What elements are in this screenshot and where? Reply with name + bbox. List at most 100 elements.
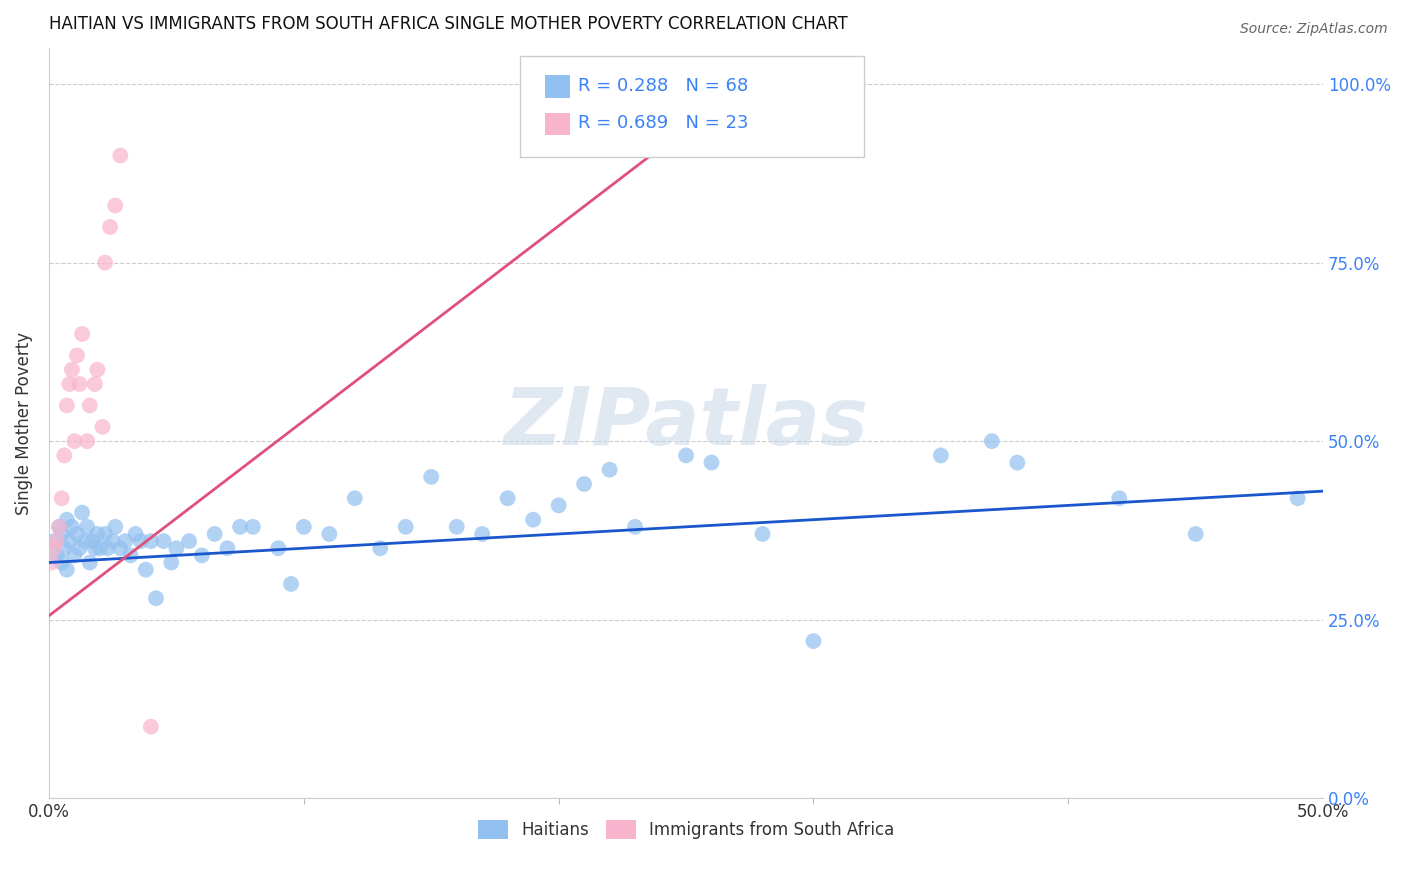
Point: [292, 520, 315, 534]
Point: [152, 534, 174, 549]
FancyBboxPatch shape: [544, 76, 569, 98]
Point: [94, 527, 117, 541]
Point: [368, 541, 391, 556]
Point: [572, 477, 595, 491]
Point: [53, 449, 76, 463]
Point: [101, 534, 124, 549]
Point: [204, 527, 226, 541]
FancyBboxPatch shape: [544, 113, 569, 136]
Point: [1007, 456, 1029, 470]
Point: [89, 541, 111, 556]
Text: Source: ZipAtlas.com: Source: ZipAtlas.com: [1240, 22, 1388, 37]
Point: [91, 420, 114, 434]
Point: [420, 470, 443, 484]
Point: [48, 520, 70, 534]
Text: R = 0.689   N = 23: R = 0.689 N = 23: [578, 114, 748, 132]
Point: [66, 349, 89, 363]
Point: [60, 363, 83, 377]
Y-axis label: Single Mother Poverty: Single Mother Poverty: [15, 332, 32, 515]
Point: [83, 541, 105, 556]
Point: [522, 513, 544, 527]
Point: [51, 556, 73, 570]
Point: [73, 534, 96, 549]
Legend: Haitians, Immigrants from South Africa: Haitians, Immigrants from South Africa: [471, 814, 901, 846]
Point: [51, 527, 73, 541]
Point: [700, 456, 723, 470]
Point: [624, 520, 647, 534]
Point: [110, 541, 132, 556]
Point: [48, 520, 70, 534]
Point: [94, 255, 117, 269]
Point: [165, 541, 187, 556]
Point: [86, 363, 108, 377]
Point: [395, 520, 418, 534]
Point: [446, 520, 468, 534]
Point: [69, 377, 91, 392]
Point: [267, 541, 290, 556]
Point: [69, 541, 91, 556]
Point: [41, 556, 63, 570]
Point: [104, 198, 127, 212]
Point: [343, 491, 366, 506]
Point: [42, 541, 65, 556]
Point: [97, 541, 120, 556]
Point: [79, 556, 101, 570]
Point: [547, 499, 569, 513]
Point: [1108, 491, 1130, 506]
Point: [51, 491, 73, 506]
Point: [191, 549, 214, 563]
Point: [42, 534, 65, 549]
Point: [318, 527, 340, 541]
Point: [929, 449, 952, 463]
FancyBboxPatch shape: [520, 56, 865, 157]
Point: [471, 527, 494, 541]
Point: [58, 377, 80, 392]
Point: [76, 520, 98, 534]
Point: [104, 520, 127, 534]
Point: [124, 527, 146, 541]
Point: [179, 534, 201, 549]
Point: [599, 463, 621, 477]
Point: [751, 527, 773, 541]
Point: [675, 449, 697, 463]
Point: [242, 520, 264, 534]
Point: [803, 634, 825, 648]
Point: [79, 399, 101, 413]
Point: [139, 720, 162, 734]
Point: [70, 506, 93, 520]
Point: [45, 534, 67, 549]
Point: [63, 549, 86, 563]
Point: [53, 541, 76, 556]
Point: [229, 520, 252, 534]
Point: [70, 326, 93, 341]
Point: [496, 491, 519, 506]
Point: [280, 577, 302, 591]
Point: [56, 513, 79, 527]
Point: [82, 534, 104, 549]
Point: [217, 541, 239, 556]
Point: [1286, 491, 1309, 506]
Point: [114, 534, 136, 549]
Text: ZIPatlas: ZIPatlas: [503, 384, 869, 462]
Point: [66, 527, 89, 541]
Point: [56, 399, 79, 413]
Point: [86, 527, 108, 541]
Point: [135, 563, 157, 577]
Point: [160, 556, 183, 570]
Point: [980, 434, 1002, 449]
Point: [1184, 527, 1206, 541]
Point: [120, 549, 142, 563]
Point: [60, 520, 83, 534]
Point: [76, 434, 98, 449]
Point: [110, 148, 132, 162]
Point: [139, 534, 162, 549]
Point: [98, 219, 121, 234]
Point: [129, 534, 152, 549]
Point: [63, 434, 86, 449]
Text: R = 0.288   N = 68: R = 0.288 N = 68: [578, 77, 748, 95]
Text: HAITIAN VS IMMIGRANTS FROM SOUTH AFRICA SINGLE MOTHER POVERTY CORRELATION CHART: HAITIAN VS IMMIGRANTS FROM SOUTH AFRICA …: [49, 15, 848, 33]
Point: [145, 591, 167, 606]
Point: [83, 377, 105, 392]
Point: [58, 534, 80, 549]
Point: [45, 549, 67, 563]
